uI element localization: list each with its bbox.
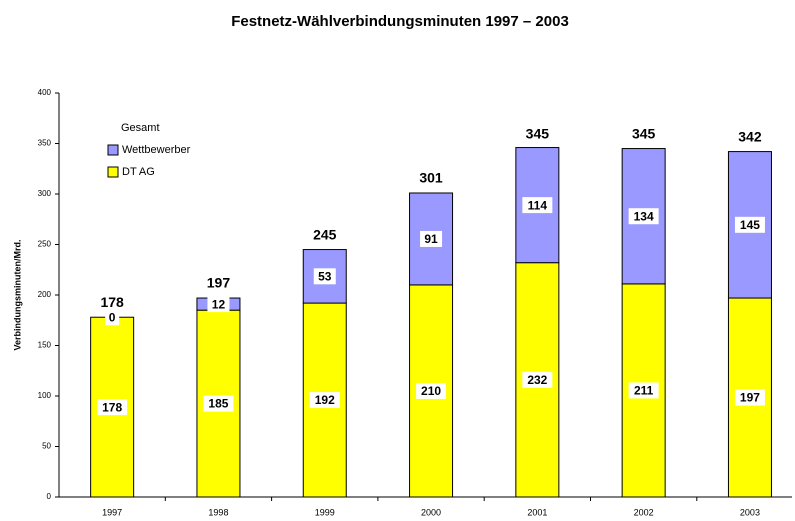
x-tick-label: 2002 <box>634 507 654 517</box>
y-tick-label: 400 <box>38 88 52 97</box>
total-label: 345 <box>526 125 550 141</box>
value-label-box <box>105 309 120 326</box>
total-label: 301 <box>419 170 443 186</box>
total-label: 245 <box>313 226 337 242</box>
legend-label: DT AG <box>122 166 155 178</box>
chart-title: Festnetz-Wählverbindungsminuten 1997 – 2… <box>231 13 569 30</box>
value-label: 134 <box>634 209 654 223</box>
value-label-box <box>734 216 765 233</box>
y-tick-label: 0 <box>47 492 52 501</box>
value-label: 145 <box>740 218 760 232</box>
value-label: 0 <box>109 310 116 324</box>
x-tick-label: 2001 <box>527 507 547 517</box>
value-label: 185 <box>208 397 228 411</box>
y-axis-label: Verbindungsminuten/Mrd. <box>12 239 22 350</box>
value-label: 91 <box>424 232 438 246</box>
value-label-box <box>207 296 230 313</box>
total-label: 197 <box>207 275 231 291</box>
x-tick-label: 1997 <box>102 507 122 517</box>
value-label-box <box>522 197 553 214</box>
y-tick-label: 100 <box>38 391 52 400</box>
value-label-box <box>628 208 659 225</box>
value-label-box <box>416 382 447 399</box>
legend-label: Wettbewerber <box>122 144 191 156</box>
value-label: 192 <box>315 393 335 407</box>
legend-title: Gesamt <box>121 122 160 134</box>
value-label: 211 <box>634 384 654 398</box>
value-label: 12 <box>212 297 226 311</box>
legend-swatch <box>107 166 119 178</box>
value-label-box <box>734 389 765 406</box>
value-label: 197 <box>740 391 760 405</box>
value-label-box <box>628 382 659 399</box>
value-label-box <box>97 399 128 416</box>
value-label: 53 <box>318 269 332 283</box>
value-label-box <box>522 371 553 388</box>
x-tick-label: 1998 <box>208 507 228 517</box>
value-label-box <box>420 230 443 247</box>
total-label: 342 <box>738 128 762 144</box>
y-tick-label: 200 <box>38 290 52 299</box>
y-tick-label: 300 <box>38 189 52 198</box>
y-tick-label: 50 <box>42 442 51 451</box>
y-tick-label: 150 <box>38 341 52 350</box>
x-tick-label: 1999 <box>315 507 335 517</box>
value-label-box <box>203 395 234 412</box>
value-label: 178 <box>102 400 122 414</box>
x-tick-label: 2000 <box>421 507 441 517</box>
value-label-box <box>313 268 336 285</box>
legend-swatch <box>107 144 119 156</box>
value-label: 210 <box>421 384 441 398</box>
value-label: 232 <box>527 373 547 387</box>
value-label-box <box>309 392 340 409</box>
x-tick-label: 2003 <box>740 507 760 517</box>
y-tick-label: 250 <box>38 240 52 249</box>
total-label: 345 <box>632 125 656 141</box>
value-label: 114 <box>528 198 548 212</box>
y-tick-label: 350 <box>38 139 52 148</box>
total-label: 178 <box>100 294 124 310</box>
